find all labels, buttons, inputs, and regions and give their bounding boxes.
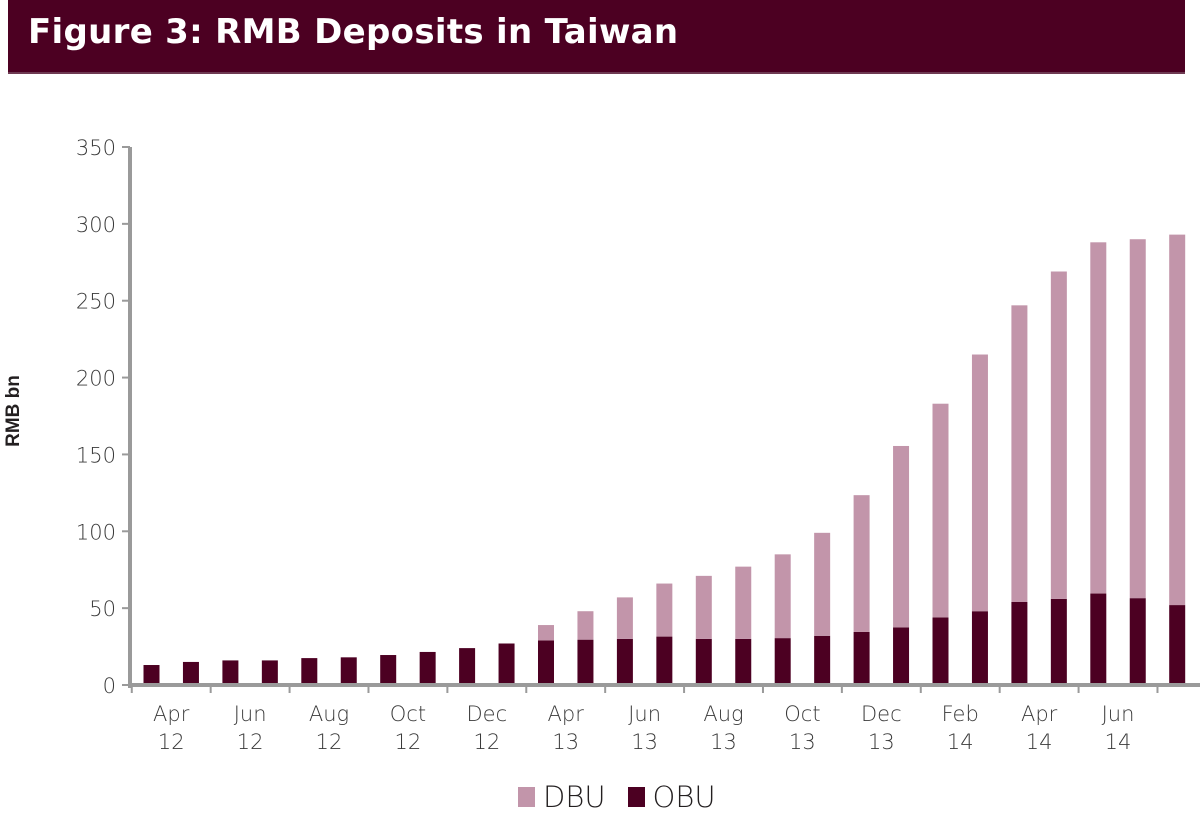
x-tick-label-month: Apr xyxy=(1021,702,1058,726)
y-tick-label: 350 xyxy=(76,136,116,160)
x-tick-label-year: 13 xyxy=(789,730,816,754)
y-tick-label: 150 xyxy=(76,443,116,467)
bar-obu xyxy=(380,655,397,685)
bar-dbu xyxy=(1129,239,1146,599)
bar-dbu xyxy=(616,597,633,639)
legend-label-dbu: DBU xyxy=(543,780,606,814)
legend: DBU OBU xyxy=(518,780,716,814)
x-tick-label-year: 13 xyxy=(631,730,658,754)
x-tick-label-month: Dec xyxy=(467,702,508,726)
bar-obu xyxy=(656,636,673,685)
legend-swatch-dbu xyxy=(518,787,535,807)
bar-dbu xyxy=(1050,271,1067,599)
bar-obu xyxy=(1011,601,1028,685)
bar-obu xyxy=(853,631,870,685)
bar-dbu xyxy=(1169,234,1186,606)
x-tick-label-year: 14 xyxy=(947,730,974,754)
bar-obu xyxy=(1090,593,1107,685)
bar-dbu xyxy=(932,403,949,618)
bar-obu xyxy=(695,638,712,685)
x-tick-label-year: 13 xyxy=(868,730,895,754)
bar-obu xyxy=(143,665,160,685)
bar-obu xyxy=(1169,605,1186,685)
x-tick-label-month: Aug xyxy=(309,702,349,726)
x-tick-label-year: 12 xyxy=(395,730,422,754)
bar-obu xyxy=(498,643,515,685)
bar-obu xyxy=(459,648,476,685)
bar-dbu xyxy=(1090,242,1107,594)
bar-obu xyxy=(814,635,831,685)
x-tick-label-year: 13 xyxy=(710,730,737,754)
chart-title: Figure 3: RMB Deposits in Taiwan xyxy=(28,12,679,52)
title-bar: Figure 3: RMB Deposits in Taiwan xyxy=(8,0,1185,74)
x-tick-label-year: 14 xyxy=(1026,730,1053,754)
bar-obu xyxy=(419,651,436,685)
bar-dbu xyxy=(577,611,594,640)
bar-dbu xyxy=(656,583,673,637)
legend-label-obu: OBU xyxy=(652,780,716,814)
x-tick-label-month: Jun xyxy=(234,702,267,726)
bar-dbu xyxy=(774,554,791,639)
bar-obu xyxy=(1129,598,1146,685)
x-tick-label-month: Oct xyxy=(390,702,426,726)
x-tick-label-month: Jun xyxy=(1102,702,1135,726)
x-tick-label-year: 12 xyxy=(158,730,185,754)
y-tick-label: 0 xyxy=(103,674,116,698)
legend-item-obu: OBU xyxy=(627,780,716,814)
bar-dbu xyxy=(814,532,831,636)
bar-obu xyxy=(538,640,554,685)
y-tick-label: 200 xyxy=(76,367,116,391)
legend-item-dbu: DBU xyxy=(518,780,606,814)
bar-dbu xyxy=(735,566,752,639)
bar-obu xyxy=(893,627,910,685)
legend-swatch-obu xyxy=(627,787,645,807)
x-tick-label-year: 12 xyxy=(316,730,343,754)
y-tick-label: 300 xyxy=(76,213,116,237)
y-tick-label: 250 xyxy=(76,290,116,314)
bar-obu xyxy=(932,617,949,685)
bar-dbu xyxy=(971,354,988,612)
bar-dbu xyxy=(853,495,870,632)
bar-obu xyxy=(577,639,594,685)
bar-dbu xyxy=(538,625,554,641)
bar-obu xyxy=(971,611,988,685)
x-tick-label-month: Dec xyxy=(861,702,902,726)
bar-obu xyxy=(774,638,791,685)
bar-obu xyxy=(340,657,357,685)
bar-obu xyxy=(616,638,633,685)
bar-obu xyxy=(261,660,278,685)
bar-obu xyxy=(1050,598,1067,685)
x-tick-label-year: 12 xyxy=(473,730,500,754)
x-tick-label-month: Aug xyxy=(703,702,743,726)
x-tick-label-month: Jun xyxy=(628,702,661,726)
x-tick-label-month: Feb xyxy=(942,702,979,726)
bar-dbu xyxy=(1011,305,1028,602)
y-tick-label: 100 xyxy=(76,520,116,544)
bar-obu xyxy=(182,661,199,685)
y-tick-label: 50 xyxy=(89,597,116,621)
bar-dbu xyxy=(893,445,910,628)
bar-obu xyxy=(301,658,318,685)
x-tick-label-month: Oct xyxy=(784,702,820,726)
x-tick-label-year: 14 xyxy=(1105,730,1132,754)
bar-dbu xyxy=(695,575,712,639)
x-tick-label-year: 12 xyxy=(237,730,264,754)
bar-obu xyxy=(735,638,752,685)
bar-obu xyxy=(222,660,239,685)
x-tick-label-year: 13 xyxy=(552,730,579,754)
x-tick-label-month: Apr xyxy=(548,702,585,726)
x-tick-label-month: Apr xyxy=(153,702,190,726)
